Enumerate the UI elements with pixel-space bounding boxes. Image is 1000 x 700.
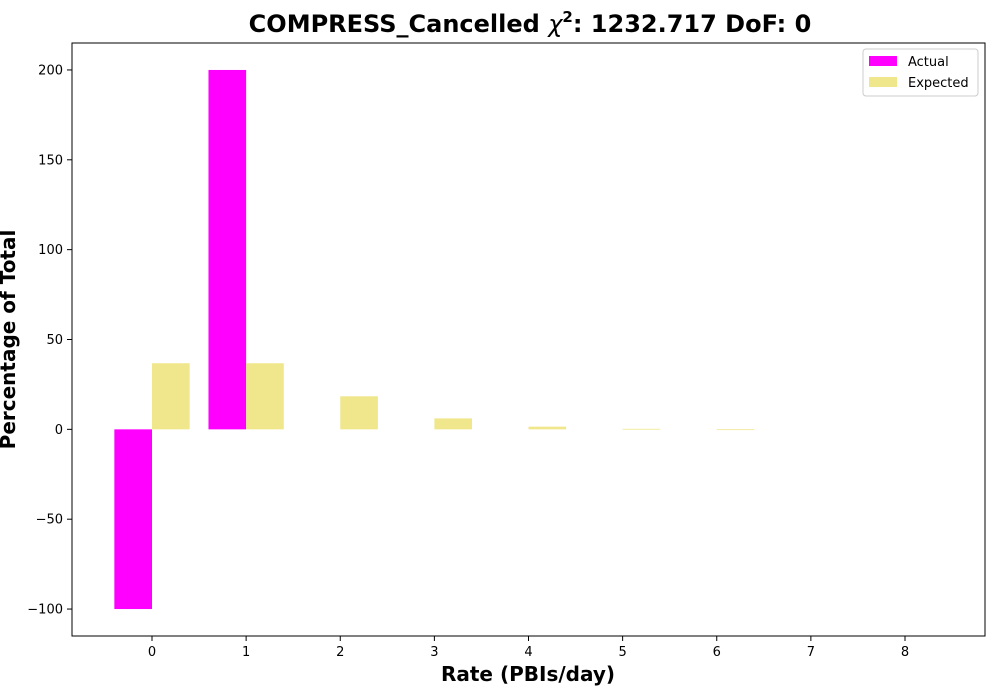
x-tick-label: 2 [336,645,344,660]
bar-actual-0 [114,429,153,610]
bar-expected-6 [716,429,755,431]
bar-expected-1 [246,363,284,430]
y-tick-label: −50 [36,513,63,528]
x-tick-label: 8 [901,645,909,660]
x-axis-label: Rate (PBIs/day) [441,662,615,686]
x-tick-label: 5 [618,645,626,660]
bar-expected-5 [622,428,661,430]
legend-label-expected: Expected [908,76,969,91]
bar-expected-0 [152,363,190,430]
y-tick-label: −100 [27,603,63,618]
y-tick-label: 200 [38,63,63,78]
y-tick-label: 150 [38,153,63,168]
legend-swatch-expected [869,77,897,87]
x-tick-label: 3 [430,645,438,660]
bar-expected-2 [340,396,378,430]
x-tick-label: 0 [148,645,156,660]
y-axis-label: Percentage of Total [0,230,20,450]
bar-expected-4 [528,426,567,430]
legend-label-actual: Actual [908,55,949,70]
y-tick-label: 100 [38,243,63,258]
bars-group [114,69,755,610]
y-ticks: −100 −50 0 50 100 150 200 [27,63,72,618]
x-tick-label: 4 [524,645,532,660]
x-tick-label: 6 [713,645,721,660]
y-tick-label: 50 [46,333,63,348]
x-tick-label: 1 [242,645,250,660]
chart-title: COMPRESS_Cancelled χ2: 1232.717 DoF: 0 [249,8,812,38]
y-tick-label: 0 [55,423,63,438]
bar-actual-1 [208,69,247,430]
legend-swatch-actual [869,56,897,66]
x-tick-label: 7 [807,645,815,660]
plot-frame [71,42,986,637]
bar-expected-3 [434,418,473,430]
x-ticks: 0 1 2 3 4 5 6 7 8 [148,636,909,660]
legend: Actual Expected [862,48,979,97]
